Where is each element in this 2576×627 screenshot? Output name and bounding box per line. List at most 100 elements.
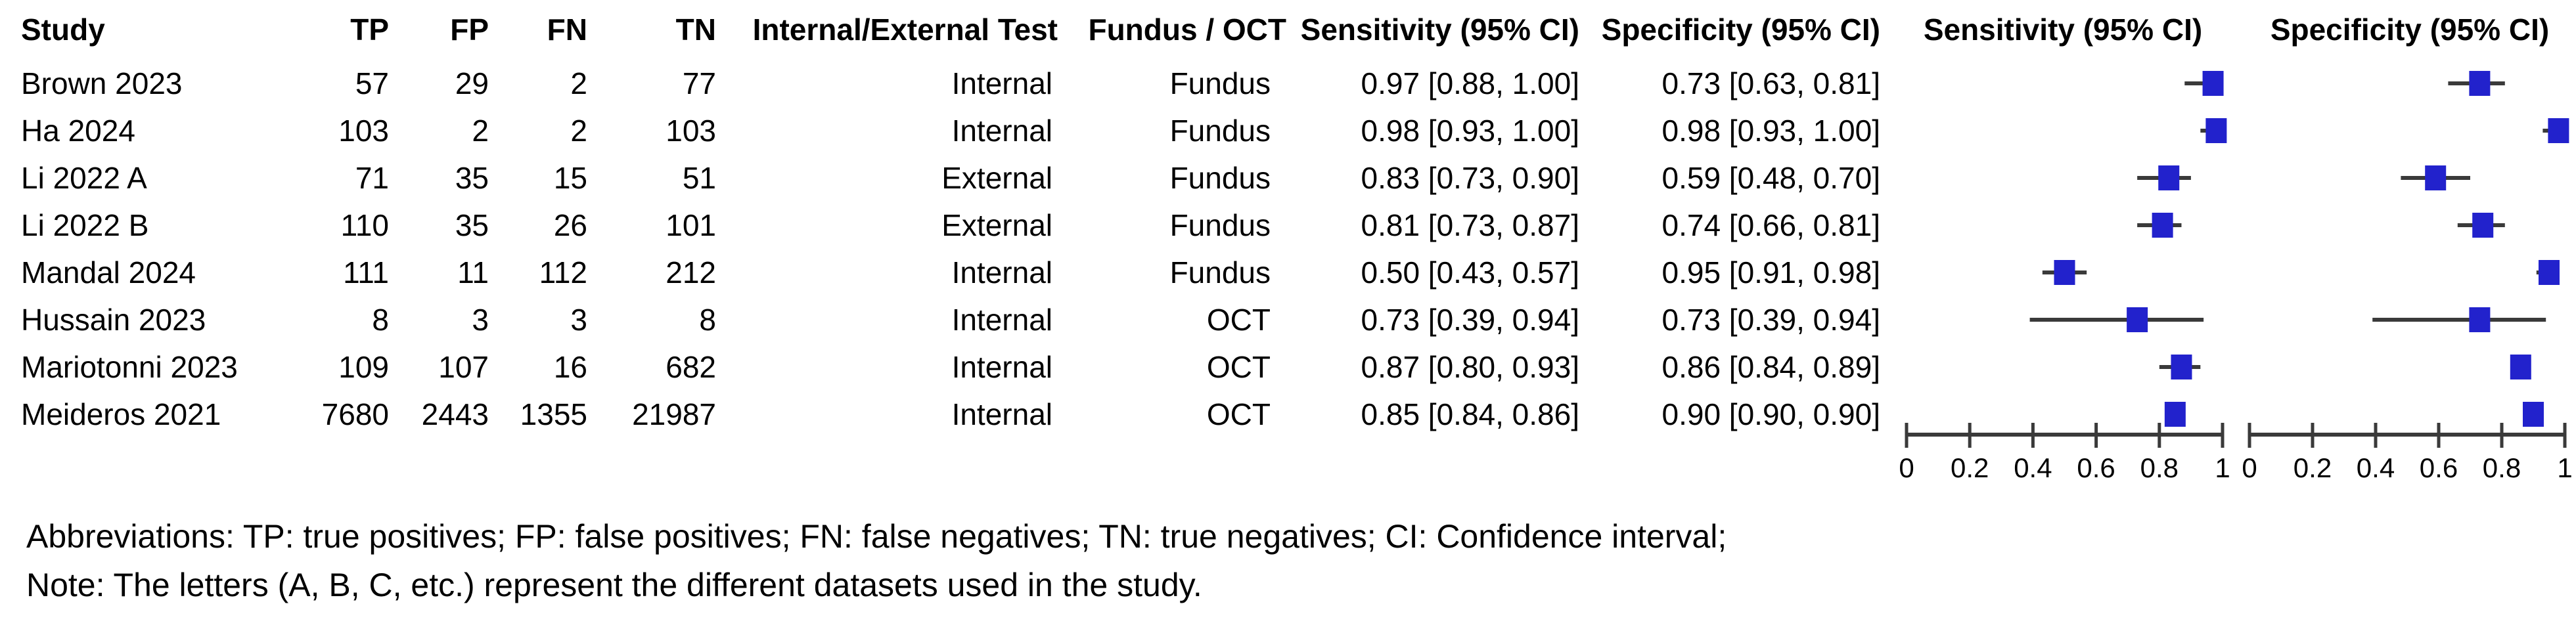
cell-sensitivity: 0.73 [0.39, 0.94] — [1361, 303, 1580, 337]
x-axis-tick-label: 0.8 — [2140, 452, 2179, 483]
cell-tp: 110 — [340, 208, 389, 242]
cell-tp: 109 — [338, 350, 389, 384]
cell-specificity: 0.59 [0.48, 0.70] — [1661, 161, 1881, 195]
cell-modality: OCT — [1206, 303, 1271, 337]
x-axis-tick-label: 0.8 — [2483, 452, 2521, 483]
cell-fn: 26 — [553, 208, 587, 242]
cell-modality: Fundus — [1169, 66, 1271, 100]
ci-marker — [2472, 213, 2494, 238]
cell-tp: 111 — [343, 255, 389, 290]
ci-marker — [2523, 402, 2544, 427]
column-header-sensitivity-ci: Sensitivity (95% CI) — [1300, 12, 1579, 47]
ci-marker — [2171, 355, 2192, 379]
cell-test-type: External — [941, 161, 1052, 195]
ci-marker — [2425, 165, 2447, 190]
cell-fp: 2443 — [421, 397, 489, 431]
cell-fp: 3 — [472, 303, 489, 337]
cell-tn: 21987 — [632, 397, 716, 431]
cell-sensitivity: 0.85 [0.84, 0.86] — [1361, 397, 1580, 431]
cell-fn: 15 — [553, 161, 587, 195]
cell-study: Meideros 2021 — [21, 397, 221, 431]
cell-study: Hussain 2023 — [21, 303, 206, 337]
column-header-study: Study — [21, 12, 105, 47]
cell-test-type: Internal — [951, 303, 1052, 337]
cell-tn: 212 — [666, 255, 716, 290]
ci-marker — [2469, 71, 2491, 96]
ci-marker — [2548, 118, 2569, 143]
x-axis-tick-label: 0.4 — [2357, 452, 2395, 483]
cell-modality: OCT — [1206, 350, 1271, 384]
dataset-letters-note: Note: The letters (A, B, C, etc.) repres… — [26, 567, 1202, 603]
cell-fn: 3 — [570, 303, 587, 337]
cell-specificity: 0.98 [0.93, 1.00] — [1661, 114, 1881, 148]
plot-header-specificity: Specificity (95% CI) — [2270, 12, 2550, 47]
cell-tn: 103 — [666, 114, 716, 148]
cell-tn: 8 — [699, 303, 716, 337]
cell-sensitivity: 0.50 [0.43, 0.57] — [1361, 255, 1580, 290]
column-header-fp: FP — [450, 12, 489, 47]
ci-marker — [2510, 355, 2531, 379]
ci-marker — [2158, 165, 2180, 190]
cell-tn: 77 — [682, 66, 716, 100]
cell-test-type: Internal — [951, 397, 1052, 431]
ci-marker — [2054, 260, 2075, 285]
cell-sensitivity: 0.98 [0.93, 1.00] — [1361, 114, 1580, 148]
cell-fp: 35 — [455, 161, 489, 195]
cell-specificity: 0.74 [0.66, 0.81] — [1661, 208, 1881, 242]
cell-tn: 51 — [682, 161, 716, 195]
cell-study: Mariotonni 2023 — [21, 350, 238, 384]
cell-test-type: Internal — [951, 66, 1052, 100]
x-axis-tick-label: 1 — [2557, 452, 2572, 483]
cell-study: Mandal 2024 — [21, 255, 196, 290]
cell-fp: 2 — [472, 114, 489, 148]
cell-modality: Fundus — [1169, 114, 1271, 148]
cell-modality: Fundus — [1169, 208, 1271, 242]
x-axis-tick-label: 0.6 — [2077, 452, 2115, 483]
cell-specificity: 0.86 [0.84, 0.89] — [1661, 350, 1881, 384]
cell-specificity: 0.95 [0.91, 0.98] — [1661, 255, 1881, 290]
column-header-specificity-ci: Specificity (95% CI) — [1601, 12, 1880, 47]
cell-fn: 1355 — [520, 397, 587, 431]
cell-fn: 112 — [539, 255, 587, 290]
cell-tn: 682 — [666, 350, 716, 384]
cell-specificity: 0.90 [0.90, 0.90] — [1661, 397, 1881, 431]
x-axis-tick-label: 0.2 — [1951, 452, 1989, 483]
x-axis-tick-label: 0.4 — [2014, 452, 2052, 483]
cell-study: Ha 2024 — [21, 114, 135, 148]
cell-sensitivity: 0.83 [0.73, 0.90] — [1361, 161, 1580, 195]
cell-test-type: External — [941, 208, 1052, 242]
column-header-internal-external-test: Internal/External Test — [752, 12, 1058, 47]
cell-test-type: Internal — [951, 114, 1052, 148]
cell-fp: 29 — [455, 66, 489, 100]
plot-header-sensitivity: Sensitivity (95% CI) — [1923, 12, 2203, 47]
cell-fp: 107 — [438, 350, 489, 384]
cell-study: Brown 2023 — [21, 66, 183, 100]
cell-specificity: 0.73 [0.63, 0.81] — [1661, 66, 1881, 100]
cell-tp: 8 — [372, 303, 389, 337]
abbreviations-footnote: Abbreviations: TP: true positives; FP: f… — [26, 518, 1727, 555]
cell-fp: 35 — [455, 208, 489, 242]
column-header-tp: TP — [350, 12, 389, 47]
cell-study: Li 2022 A — [21, 161, 147, 195]
cell-tp: 71 — [355, 161, 389, 195]
cell-test-type: Internal — [951, 350, 1052, 384]
cell-fn: 16 — [553, 350, 587, 384]
sensitivity-forest-plot: 0 0.2 0.4 0.6 0.8 1 — [1899, 71, 2230, 483]
cell-specificity: 0.73 [0.39, 0.94] — [1661, 303, 1881, 337]
x-axis-tick-label: 1 — [2215, 452, 2230, 483]
cell-tp: 7680 — [321, 397, 389, 431]
cell-fn: 2 — [570, 66, 587, 100]
cell-fn: 2 — [570, 114, 587, 148]
cell-sensitivity: 0.87 [0.80, 0.93] — [1361, 350, 1580, 384]
ci-marker — [2469, 307, 2491, 332]
ci-marker — [2127, 307, 2148, 332]
ci-marker — [2202, 71, 2224, 96]
column-header-fn: FN — [547, 12, 587, 47]
cell-tp: 103 — [338, 114, 389, 148]
column-header-fundus-oct: Fundus / OCT — [1088, 12, 1286, 47]
cell-tn: 101 — [666, 208, 716, 242]
cell-sensitivity: 0.81 [0.73, 0.87] — [1361, 208, 1580, 242]
ci-marker — [2152, 213, 2173, 238]
